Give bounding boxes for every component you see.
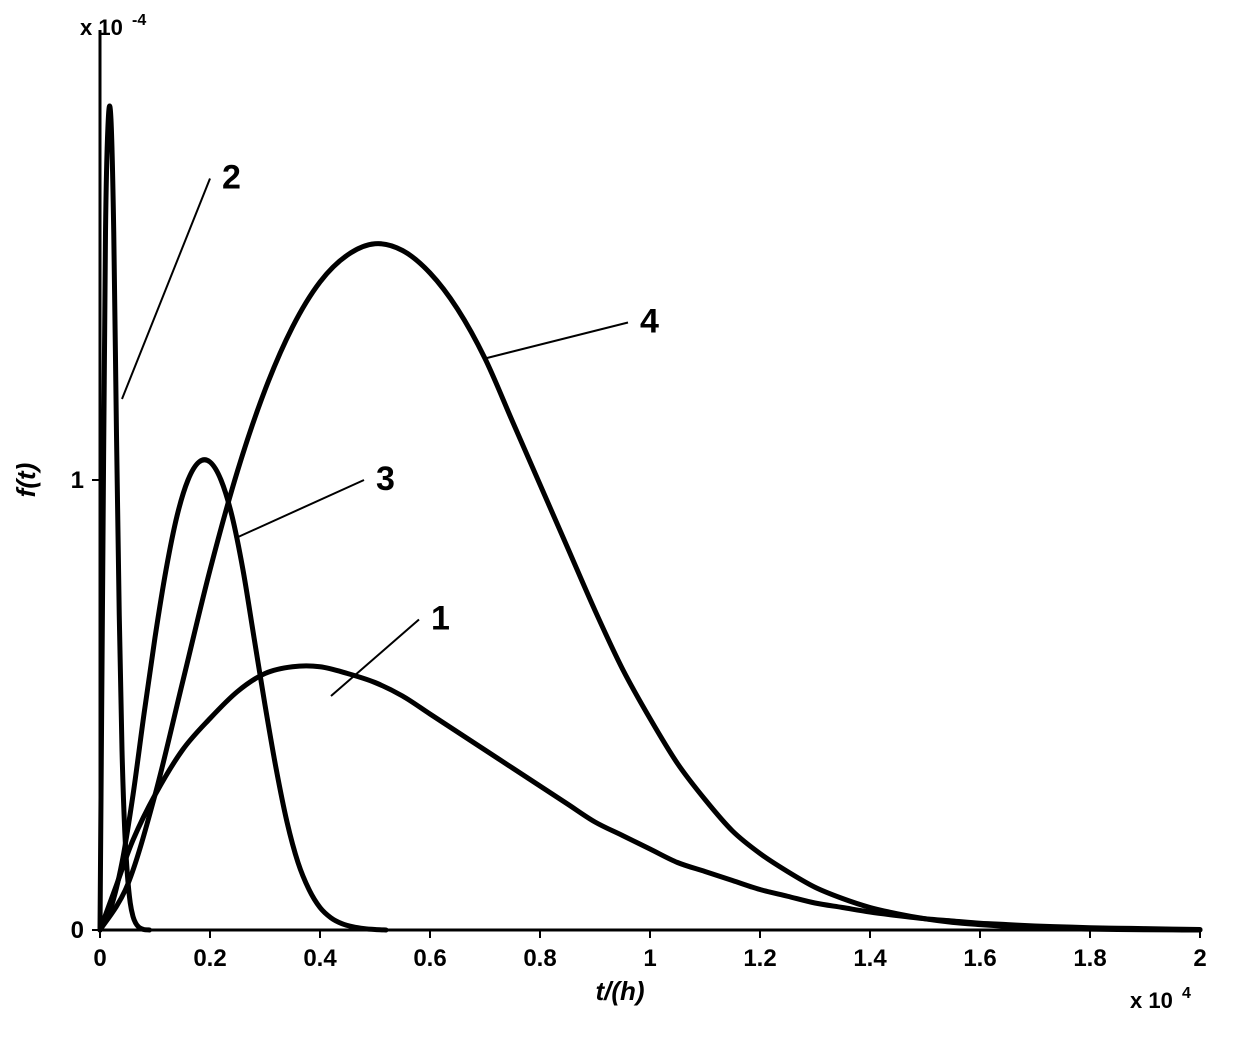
x-tick-label: 1.4 xyxy=(853,945,887,972)
x-tick-label: 0.2 xyxy=(193,945,226,972)
annotation-label-1: 1 xyxy=(431,600,450,638)
svg-text:4: 4 xyxy=(1182,985,1191,1002)
x-tick-label: 0 xyxy=(93,945,106,972)
chart-svg: 0 0.2 0.4 0.6 0.8 1 1.2 1.4 1.6 1.8 2 0 1 t/(h) x 10 4 f… xyxy=(0,0,1240,1050)
x-tick-label: 0.8 xyxy=(523,945,556,972)
annotation-label-3: 3 xyxy=(376,460,395,498)
x-tick-label: 2 xyxy=(1193,945,1206,972)
x-tick-label: 1.8 xyxy=(1073,945,1106,972)
x-tick-label: 1.2 xyxy=(743,945,776,972)
svg-text:x 10: x 10 xyxy=(80,15,123,40)
x-tick-label: 0.6 xyxy=(413,945,446,972)
y-tick-label: 0 xyxy=(71,917,84,944)
chart-background xyxy=(0,0,1240,1050)
svg-text:f(t): f(t) xyxy=(11,463,41,498)
svg-text:x 10: x 10 xyxy=(1130,988,1173,1013)
annotation-label-2: 2 xyxy=(222,159,241,197)
x-tick-label: 0.4 xyxy=(303,945,337,972)
figure-container: 0 0.2 0.4 0.6 0.8 1 1.2 1.4 1.6 1.8 2 0 1 t/(h) x 10 4 f… xyxy=(0,0,1240,1050)
y-tick-label: 1 xyxy=(71,467,84,494)
x-tick-label: 1 xyxy=(643,945,656,972)
x-axis-label: t/(h) xyxy=(595,976,644,1006)
y-axis-label: f(t) xyxy=(11,463,41,498)
annotation-label-4: 4 xyxy=(640,303,659,341)
x-tick-label: 1.6 xyxy=(963,945,996,972)
svg-text:-4: -4 xyxy=(132,12,146,29)
